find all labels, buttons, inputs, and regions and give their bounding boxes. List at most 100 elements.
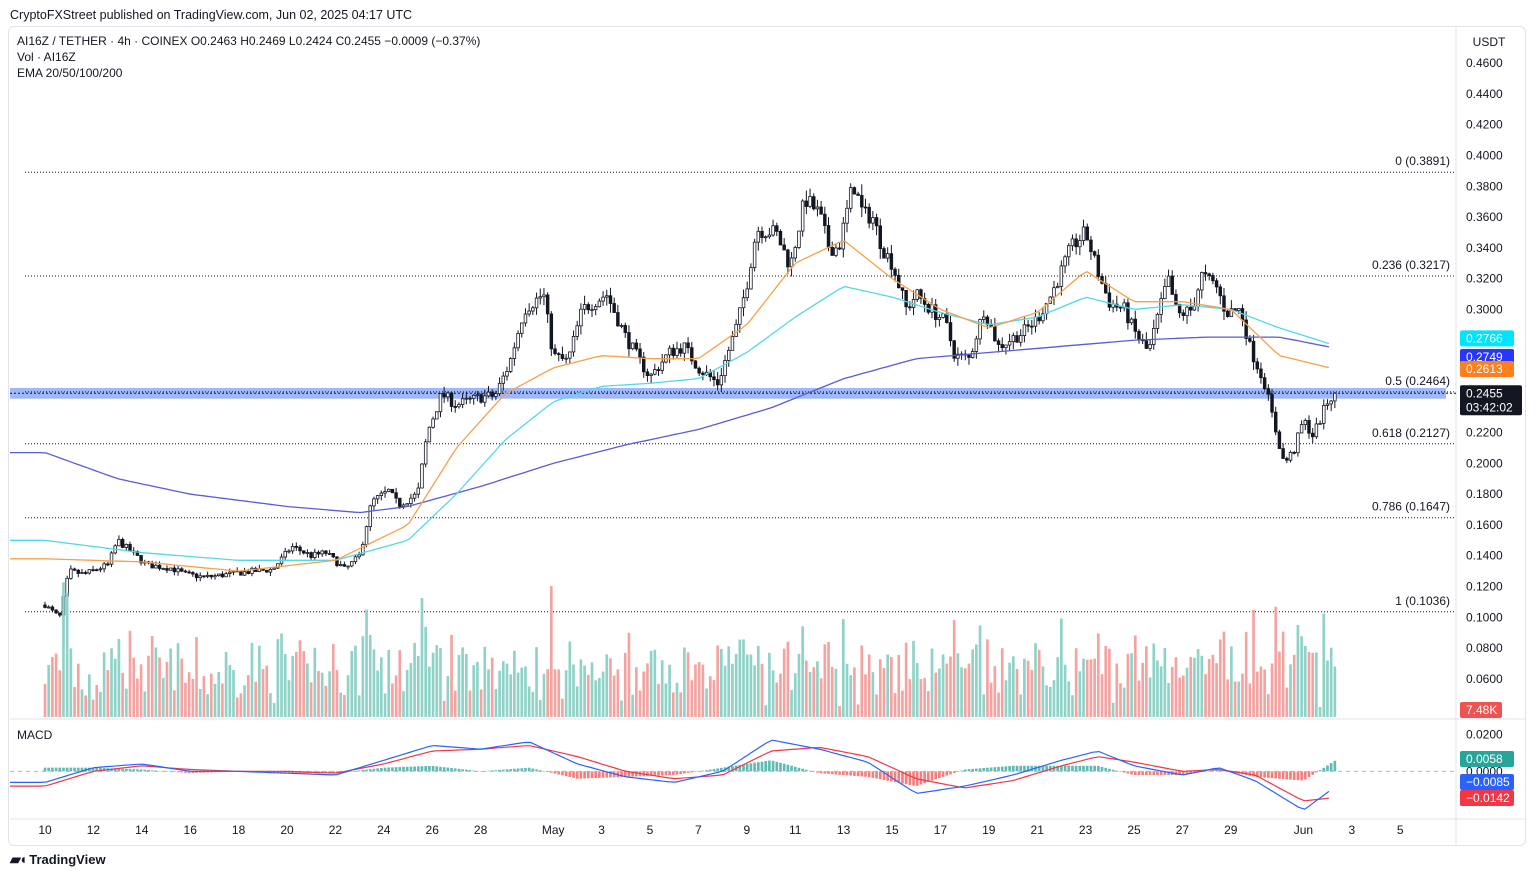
macd-histogram-bar (716, 768, 719, 772)
macd-histogram-bar (128, 769, 132, 772)
macd-histogram-bar (1315, 771, 1318, 773)
candle (1092, 251, 1097, 256)
candle (95, 569, 99, 572)
volume-bar (99, 691, 102, 717)
candle (848, 187, 853, 209)
macd-histogram-bar (1096, 765, 1100, 772)
macd-histogram-bar (679, 771, 683, 775)
volume-bar (1100, 674, 1104, 717)
price-axis-tick: 0.0800 (1466, 641, 1503, 655)
macd-histogram-bar (845, 771, 849, 776)
ema-legend[interactable]: EMA 20/50/100/200 (17, 66, 123, 80)
candle (398, 497, 402, 507)
macd-histogram-bar (745, 763, 749, 772)
macd-histogram-bar (368, 769, 372, 772)
price-axis-tick: 0.0600 (1466, 672, 1503, 686)
candle (715, 379, 720, 386)
volume-bar (261, 669, 265, 717)
macd-histogram-bar (635, 771, 638, 777)
time-axis-tick: 17 (934, 823, 948, 837)
volume-bar (594, 680, 598, 717)
macd-legend[interactable]: MACD (17, 728, 53, 742)
macd-histogram-bar (649, 771, 653, 776)
time-axis-tick: 21 (1031, 823, 1045, 837)
volume-bar (756, 645, 760, 717)
macd-histogram-bar (590, 771, 594, 779)
volume-bar (1270, 663, 1274, 717)
volume-bar (845, 663, 849, 717)
candle (686, 342, 690, 349)
volume-bar (841, 619, 845, 717)
volume-bar (823, 644, 827, 717)
price-axis-tick: 0.3400 (1466, 241, 1503, 255)
volume-bar (1300, 636, 1303, 717)
volume-bar (54, 653, 58, 717)
time-axis-tick: 14 (135, 823, 149, 837)
candle (885, 253, 890, 259)
macd-histogram-bar (875, 771, 878, 779)
candle (630, 342, 635, 350)
volume-bar (856, 704, 860, 717)
volume-bar (1096, 633, 1100, 717)
volume-bar (830, 666, 834, 717)
volume-bar (572, 664, 575, 717)
macd-histogram-bar (978, 768, 982, 772)
candle (815, 206, 820, 210)
macd-histogram-bar (527, 767, 531, 772)
macd-histogram-bar (1307, 771, 1311, 778)
volume-bar (95, 685, 99, 717)
volume-bar (154, 647, 158, 717)
volume-bar (276, 639, 280, 717)
volume-bar (143, 691, 147, 717)
macd-histogram-bar (1119, 771, 1122, 772)
macd-histogram-bar (867, 771, 871, 778)
price-axis-tick: 0.1000 (1466, 610, 1503, 624)
volume-bar (62, 582, 65, 717)
macd-histogram-bar (904, 771, 908, 785)
macd-histogram-bar (553, 771, 557, 774)
macd-histogram-bar (886, 771, 889, 781)
volume-legend[interactable]: Vol · AI16Z (17, 50, 76, 64)
macd-histogram-bar (786, 764, 790, 772)
volume-bar (158, 657, 161, 717)
volume-bar (1237, 681, 1241, 717)
candle (109, 552, 114, 565)
candle (202, 575, 206, 578)
macd-histogram-bar (165, 771, 169, 772)
macd-histogram-bar (453, 768, 457, 772)
symbol-legend[interactable]: AI16Z / TETHER · 4h · COINEX O0.2463 H0.… (17, 34, 481, 48)
candle (350, 561, 354, 567)
candle (723, 360, 727, 376)
macd-histogram-bar (997, 766, 1000, 772)
macd-histogram-bar (675, 771, 679, 775)
macd-histogram-bar (941, 771, 945, 777)
volume-bar (963, 668, 967, 717)
currency-button[interactable]: USDT (1472, 35, 1506, 49)
candle (812, 196, 816, 210)
macd-histogram-bar (272, 771, 276, 773)
macd-histogram-bar (1289, 771, 1292, 780)
macd-histogram-bar (1067, 765, 1071, 772)
volume-bar (605, 654, 609, 717)
volume-bar (1048, 687, 1052, 717)
volume-bar (490, 657, 494, 717)
volume-bar (967, 663, 971, 717)
macd-histogram-bar (797, 767, 801, 772)
macd-histogram-bar (923, 771, 926, 784)
candle (649, 373, 653, 376)
volume-bar (320, 672, 324, 717)
volume-bar (198, 689, 202, 717)
candle (290, 546, 295, 552)
candle (656, 369, 661, 371)
volume-bar (986, 639, 989, 717)
macd-histogram-bar (1259, 771, 1263, 778)
volume-bar (1141, 662, 1145, 717)
volume-tag: 7.48K (1466, 703, 1497, 717)
fib-level-label: 0.5 (0.2464) (1385, 374, 1450, 388)
macd-histogram-bar (409, 766, 413, 772)
time-axis-tick: 7 (695, 823, 702, 837)
footer-brand[interactable]: ▰◖ TradingView (10, 851, 106, 868)
macd-histogram-bar (198, 771, 202, 773)
volume-bar (660, 660, 664, 717)
